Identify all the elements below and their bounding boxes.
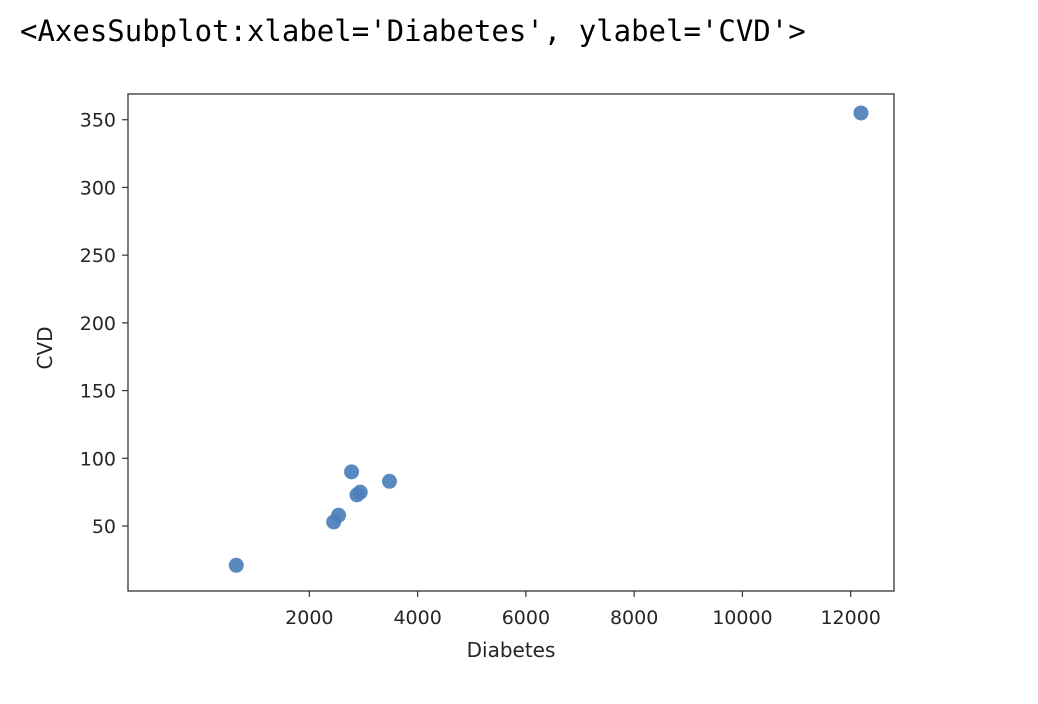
y-tick-label: 100: [80, 448, 116, 470]
x-tick-label: 8000: [610, 607, 658, 629]
scatter-point: [381, 473, 397, 489]
x-tick-label: 10000: [712, 607, 772, 629]
scatter-point: [352, 484, 368, 500]
plot-area-frame: [127, 93, 895, 592]
x-tick-label: 2000: [285, 607, 333, 629]
scatter-point: [853, 105, 869, 121]
y-axis: 50 100 150 200 250 300 350: [80, 110, 128, 538]
scatter-point: [344, 464, 360, 480]
x-axis: 2000 4000 6000 8000 10000 12000: [285, 591, 881, 629]
scatter-point: [228, 557, 244, 573]
scatter-points: [228, 105, 869, 573]
x-tick-label: 6000: [502, 607, 550, 629]
scatter-point: [331, 507, 347, 523]
x-tick-label: 12000: [820, 607, 880, 629]
y-tick-label: 200: [80, 313, 116, 335]
y-tick-label: 50: [92, 516, 116, 538]
x-axis-label: Diabetes: [467, 638, 556, 662]
x-tick-label: 4000: [393, 607, 441, 629]
y-axis-label: CVD: [33, 326, 57, 369]
y-tick-label: 150: [80, 381, 116, 403]
y-tick-label: 350: [80, 110, 116, 132]
cell-output-text: <AxesSubplot:xlabel='Diabetes', ylabel='…: [20, 14, 806, 48]
y-tick-label: 300: [80, 177, 116, 199]
y-tick-label: 250: [80, 245, 116, 267]
